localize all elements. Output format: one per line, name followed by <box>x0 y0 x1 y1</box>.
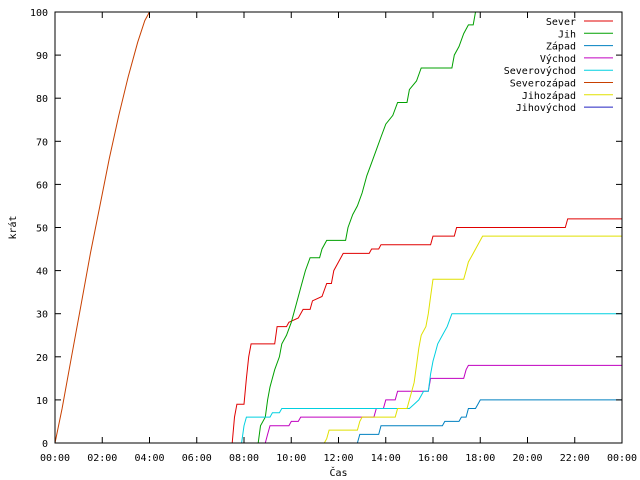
x-tick-label: 12:00 <box>323 453 353 464</box>
x-tick-label: 02:00 <box>87 453 117 464</box>
y-tick-label: 100 <box>30 8 48 19</box>
series-line-5 <box>55 12 150 443</box>
legend-label: Jih <box>558 29 576 40</box>
y-tick-label: 50 <box>36 224 48 235</box>
x-tick-label: 06:00 <box>182 453 212 464</box>
x-tick-label: 16:00 <box>418 453 448 464</box>
legend: SeverJihZápadVýchodSeverovýchodSeverozáp… <box>504 17 613 114</box>
y-tick-label: 40 <box>36 267 48 278</box>
y-tick-label: 60 <box>36 180 48 191</box>
plot-series <box>55 12 622 443</box>
x-tick-label: 04:00 <box>134 453 164 464</box>
series-line-6 <box>323 235 622 443</box>
y-tick-label: 90 <box>36 51 48 62</box>
x-tick-label: 00:00 <box>40 453 70 464</box>
x-tick-label: 00:00 <box>607 453 637 464</box>
legend-label: Jihozápad <box>522 90 576 102</box>
legend-label: Severovýchod <box>504 65 576 77</box>
x-tick-label: 08:00 <box>229 453 259 464</box>
series-line-1 <box>257 12 622 443</box>
x-tick-label: 14:00 <box>371 453 401 464</box>
series-line-0 <box>231 218 622 443</box>
x-axis: 00:00 02:00 04:00 06:00 08:00 10:00 12:00 14:00… <box>40 12 637 464</box>
legend-label: Severozápad <box>510 78 576 90</box>
series-line-2 <box>356 399 622 443</box>
y-tick-label: 80 <box>36 94 48 105</box>
y-axis: 0 10 20 30 40 50 60 70 80 90 100 <box>30 8 622 450</box>
x-tick-label: 10:00 <box>276 453 306 464</box>
x-tick-label: 18:00 <box>465 453 495 464</box>
x-tick-label: 20:00 <box>512 453 542 464</box>
legend-label: Sever <box>546 17 576 28</box>
series-line-3 <box>264 364 622 443</box>
y-tick-label: 0 <box>42 439 48 450</box>
series-line-4 <box>241 313 622 443</box>
y-tick-label: 30 <box>36 310 48 321</box>
y-tick-label: 70 <box>36 137 48 148</box>
x-axis-label: Čas <box>329 466 347 479</box>
y-axis-label: krát <box>7 215 19 239</box>
x-tick-label: 22:00 <box>560 453 590 464</box>
legend-label: Jihovýchod <box>516 102 576 114</box>
legend-label: Východ <box>540 53 576 65</box>
y-tick-label: 10 <box>36 396 48 407</box>
y-tick-label: 20 <box>36 353 48 364</box>
legend-label: Západ <box>546 41 576 53</box>
